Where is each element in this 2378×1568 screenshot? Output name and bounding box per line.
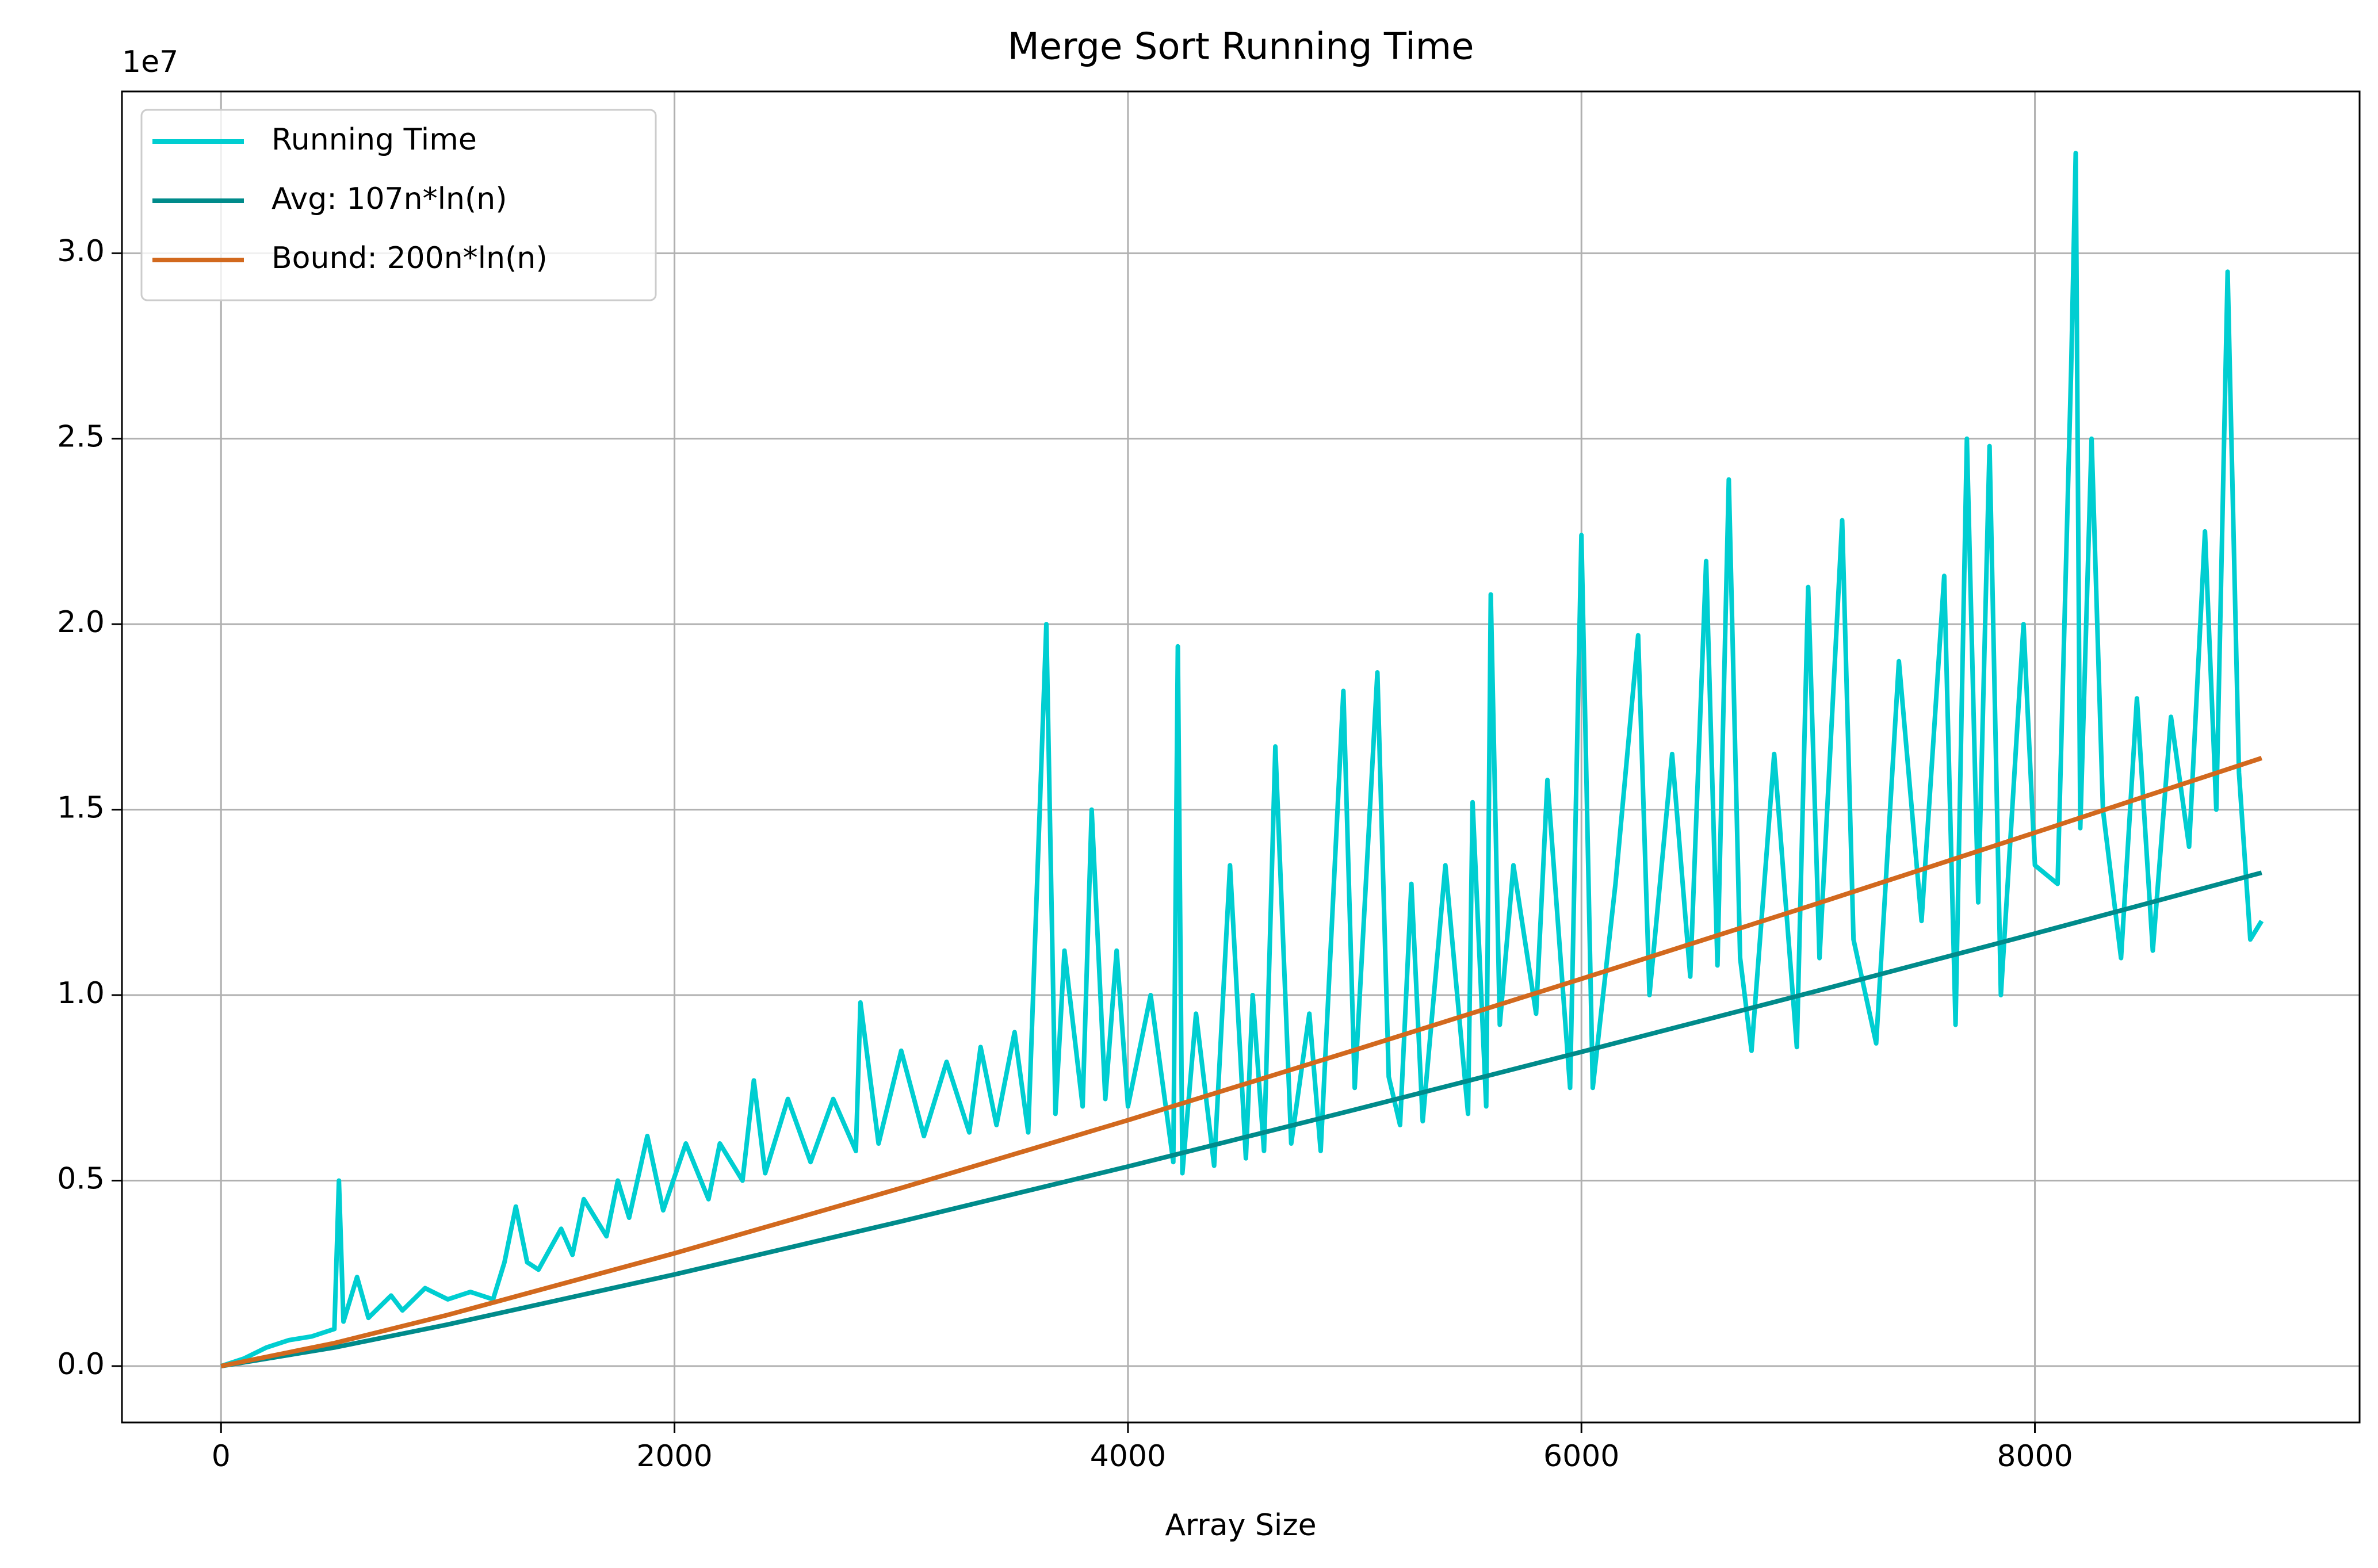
x-tick-label: 4000 [1090,1439,1166,1474]
data-line [220,870,2262,1368]
x-axis-label: Array Size [1165,1508,1316,1543]
plot-frame [121,90,2361,1424]
y-tick-label: 2.5 [57,420,105,454]
x-tick-label: 8000 [1997,1439,2073,1474]
chart-title: Merge Sort Running Time [1008,26,1474,68]
legend: Running Time Avg: 107n*ln(n) Bound: 200n*l… [140,109,657,301]
y-tick-label: 1.5 [57,791,105,825]
legend-label: Avg: 107n*ln(n) [272,182,507,216]
legend-label: Bound: 200n*ln(n) [272,241,548,276]
y-tick-label: 2.0 [57,605,105,640]
x-tick-label: 2000 [636,1439,712,1474]
y-tick-label: 3.0 [57,234,105,269]
y-tick-label: 0.5 [57,1162,105,1196]
legend-label: Running Time [272,123,477,157]
y-tick-label: 0.0 [57,1347,105,1382]
data-line [220,151,2264,1368]
x-tick-label: 0 [212,1439,231,1474]
legend-box [140,109,657,301]
x-tick-label: 6000 [1543,1439,1619,1474]
y-offset-label: 1e7 [122,45,178,79]
y-tick-label: 1.0 [57,976,105,1011]
data-line [220,756,2262,1368]
